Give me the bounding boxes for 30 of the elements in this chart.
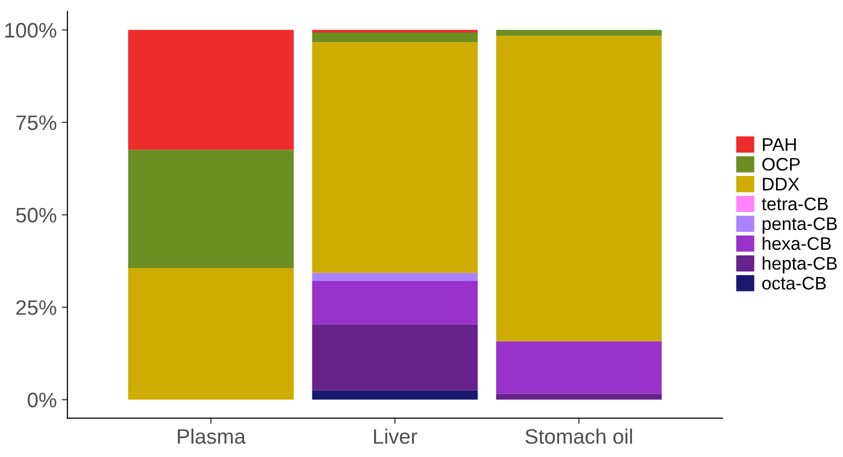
legend-label: octa-CB (762, 276, 826, 290)
bar (312, 32, 478, 42)
legend-label: penta-CB (762, 217, 837, 234)
legend-label: PAH (762, 138, 796, 151)
bar (128, 150, 294, 268)
bar (496, 394, 662, 400)
y-tick-label: 100% (5, 22, 56, 38)
bar (128, 268, 294, 400)
legend-label: tetra-CB (762, 198, 828, 210)
bar (312, 280, 478, 324)
bar (312, 42, 478, 273)
bar (312, 390, 478, 400)
bar (312, 30, 478, 32)
y-tick-label: 50% (16, 208, 56, 223)
bar (496, 341, 662, 394)
y-tick-label: 75% (16, 115, 56, 130)
y-tick-label: 25% (16, 300, 56, 315)
legend-label: DDX (762, 178, 800, 190)
legend-label: hepta-CB (762, 256, 837, 274)
bar (312, 324, 478, 390)
bar (496, 36, 662, 342)
x-tick-label: Plasma (178, 428, 246, 444)
bar (128, 30, 294, 150)
bar (312, 272, 478, 281)
y-tick-label: 0% (28, 392, 56, 408)
x-tick-label: Stomach oil (525, 428, 632, 444)
legend-label: hexa-CB (762, 236, 831, 250)
bar (496, 30, 662, 36)
legend-label: OCP (762, 158, 800, 171)
x-tick-label: Liver (374, 428, 418, 444)
